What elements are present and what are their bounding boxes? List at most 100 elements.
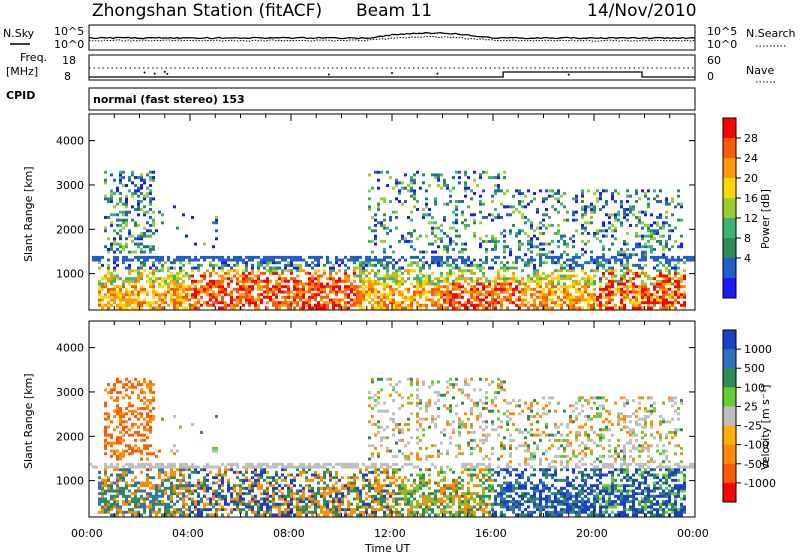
power-cell [428,221,431,224]
vel-cell [383,513,386,516]
vel-cell [425,458,428,461]
power-cell [497,293,500,296]
power-cell [557,269,560,272]
power-cell [602,224,605,227]
vel-cell [104,447,107,450]
vel-cell [161,484,164,487]
power-cell [569,259,572,262]
power-cell [260,298,263,301]
power-cell [347,277,350,280]
vel-cell [278,513,281,516]
vel-cell [236,492,239,495]
power-cell [641,221,644,224]
power-cell [398,290,401,293]
vel-cell [296,500,299,503]
power-cell [440,259,443,262]
vel-cell [155,484,158,487]
power-cell [440,285,443,288]
power-cell [614,261,617,264]
vel-cell [233,463,236,466]
vel-cell [176,450,179,453]
vel-cell [158,508,161,511]
power-cell [500,203,503,206]
vel-cell [407,402,410,405]
power-cell [383,280,386,283]
power-cell [524,288,527,291]
vel-cell [371,471,374,474]
power-cell [521,229,524,232]
power-cell [356,256,359,259]
power-cell [446,293,449,296]
vel-cell [104,468,107,471]
vel-cell [347,476,350,479]
power-cell [647,235,650,238]
vel-cell [104,497,107,500]
power-cell [434,293,437,296]
power-cell [680,219,683,222]
vel-cell [230,492,233,495]
power-cell [605,277,608,280]
vel-cell [401,490,404,493]
vel-cell [134,444,137,447]
power-cell [476,298,479,301]
vel-cell [419,513,422,516]
vel-cell [170,505,173,508]
power-cell [410,245,413,248]
power-cell [116,219,119,222]
vel-cell [383,402,386,405]
power-cell [320,304,323,307]
power-cell [620,221,623,224]
power-cell [236,261,239,264]
vel-cell [107,415,110,418]
vel-cell [95,466,98,469]
vel-cell [269,511,272,514]
power-cell [620,224,623,227]
vel-cell [149,513,152,516]
power-cell [611,275,614,278]
vel-cell [128,463,131,466]
vel-cell [239,495,242,498]
vel-cell [398,513,401,516]
power-cell [116,264,119,267]
vel-cell [104,452,107,455]
power-cell [437,256,440,259]
power-cell [572,301,575,304]
vel-cell [116,487,119,490]
power-cell [647,227,650,230]
vel-cell [332,490,335,493]
power-cell [404,288,407,291]
power-cell [239,288,242,291]
vel-cell [305,503,308,506]
power-cell [404,296,407,299]
power-cell [344,277,347,280]
vel-cell [254,479,257,482]
power-cell [482,240,485,243]
power-cell [614,256,617,259]
power-cell [122,227,125,230]
power-cell [227,293,230,296]
power-cell [674,269,677,272]
power-cell [518,192,521,195]
power-cell [275,301,278,304]
power-cell [119,243,122,246]
vel-cell [119,505,122,508]
power-cell [107,306,110,309]
power-cell [419,251,422,254]
power-cell [656,200,659,203]
vel-cell [176,487,179,490]
vel-cell [143,378,146,381]
power-cell [146,290,149,293]
freq-unit: [MHz] [6,65,38,78]
power-cell [278,306,281,309]
vel-cell [383,511,386,514]
power-cell [446,235,449,238]
power-cell [149,171,152,174]
power-cell [467,290,470,293]
vel-cell [161,463,164,466]
power-cell [656,216,659,219]
power-cell [662,248,665,251]
power-cell [539,293,542,296]
vel-cell [107,487,110,490]
vel-cell [119,410,122,413]
vel-cell [395,484,398,487]
